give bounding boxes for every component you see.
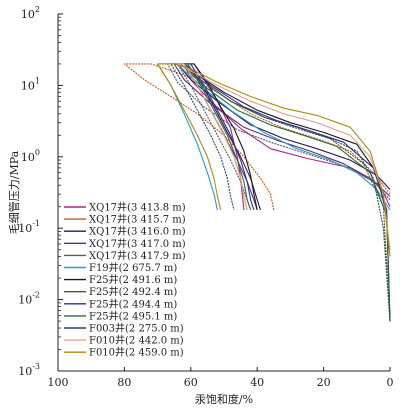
y-tick-label: 102 <box>21 5 40 21</box>
y-tick-base: 10 <box>18 222 32 235</box>
y-tick-base: 10 <box>18 365 32 378</box>
y-tick-label: 100 <box>21 148 40 164</box>
x-tick-label: 20 <box>317 376 331 389</box>
series-line <box>183 63 391 322</box>
legend-entry: F010井(2 459.0 m) <box>89 346 184 359</box>
series-line <box>183 63 391 211</box>
legend-entry: F25井(2 491.6 m) <box>89 273 177 286</box>
series-line <box>157 63 391 211</box>
legend-entry: XQ17井(3 416.0 m) <box>89 225 186 238</box>
legend-entry: XQ17井(3 415.7 m) <box>89 213 186 226</box>
y-tick-exponent: 2 <box>35 5 40 14</box>
series-line <box>176 63 391 322</box>
legend-entry: XQ17井(3 417.0 m) <box>89 237 186 250</box>
y-tick-label: 10-3 <box>18 362 40 378</box>
x-tick-label: 0 <box>387 376 394 389</box>
y-tick-exponent: -2 <box>32 291 40 300</box>
x-tick-label: 100 <box>48 376 69 389</box>
x-tick-label: 60 <box>184 376 198 389</box>
legend-entry: XQ17井(3 417.9 m) <box>89 249 186 262</box>
y-tick-exponent: 0 <box>35 148 40 157</box>
x-axis-title: 汞饱和度/% <box>195 392 253 406</box>
series-line <box>123 63 391 211</box>
x-tick-label: 80 <box>117 376 131 389</box>
legend-entry: F010井(2 442.0 m) <box>89 334 184 347</box>
legend: XQ17井(3 413.8 m)XQ17井(3 415.7 m)XQ17井(3 … <box>64 201 186 359</box>
series-line <box>183 63 391 322</box>
series-layer <box>123 63 391 322</box>
y-tick-label: 101 <box>21 76 40 92</box>
y-tick-base: 10 <box>21 79 35 92</box>
series-line <box>170 63 391 322</box>
legend-entry: F25井(2 495.1 m) <box>89 309 177 322</box>
y-tick-label: 10-1 <box>18 219 40 235</box>
legend-entry: F25井(2 492.4 m) <box>89 285 177 298</box>
y-tick-base: 10 <box>21 151 35 164</box>
series-line <box>176 63 391 250</box>
series-line <box>157 63 391 257</box>
x-tick-label: 40 <box>250 376 264 389</box>
y-tick-exponent: -1 <box>32 219 40 228</box>
legend-entry: F003井(2 275.0 m) <box>89 322 184 335</box>
y-tick-label: 10-2 <box>18 291 40 307</box>
y-axis-title: 毛细管压力/MPa <box>7 150 21 234</box>
legend-entry: F25井(2 494.4 m) <box>89 297 177 310</box>
y-tick-exponent: 1 <box>35 76 40 85</box>
y-tick-base: 10 <box>21 8 35 21</box>
legend-entry: XQ17井(3 413.8 m) <box>89 201 186 214</box>
y-tick-exponent: -3 <box>32 362 40 371</box>
y-tick-base: 10 <box>18 294 32 307</box>
legend-entry: F19井(2 675.7 m) <box>89 261 177 274</box>
